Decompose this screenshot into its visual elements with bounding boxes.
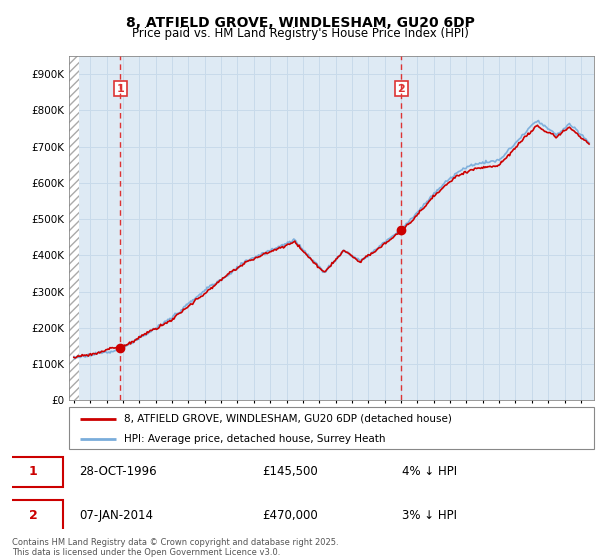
Text: 1: 1 <box>116 83 124 94</box>
Text: £470,000: £470,000 <box>262 509 318 522</box>
Text: Contains HM Land Registry data © Crown copyright and database right 2025.
This d: Contains HM Land Registry data © Crown c… <box>12 538 338 557</box>
Text: £145,500: £145,500 <box>262 465 318 478</box>
FancyBboxPatch shape <box>3 456 62 487</box>
Text: 28-OCT-1996: 28-OCT-1996 <box>79 465 157 478</box>
Text: HPI: Average price, detached house, Surrey Heath: HPI: Average price, detached house, Surr… <box>124 434 386 444</box>
Text: 8, ATFIELD GROVE, WINDLESHAM, GU20 6DP (detached house): 8, ATFIELD GROVE, WINDLESHAM, GU20 6DP (… <box>124 414 452 424</box>
Text: 07-JAN-2014: 07-JAN-2014 <box>79 509 153 522</box>
FancyBboxPatch shape <box>3 501 62 531</box>
Text: 2: 2 <box>397 83 405 94</box>
Text: Price paid vs. HM Land Registry's House Price Index (HPI): Price paid vs. HM Land Registry's House … <box>131 27 469 40</box>
Text: 4% ↓ HPI: 4% ↓ HPI <box>402 465 457 478</box>
Text: 1: 1 <box>29 465 37 478</box>
Text: 8, ATFIELD GROVE, WINDLESHAM, GU20 6DP: 8, ATFIELD GROVE, WINDLESHAM, GU20 6DP <box>125 16 475 30</box>
Bar <box>69 56 79 400</box>
Text: 3% ↓ HPI: 3% ↓ HPI <box>402 509 457 522</box>
Text: 2: 2 <box>29 509 37 522</box>
